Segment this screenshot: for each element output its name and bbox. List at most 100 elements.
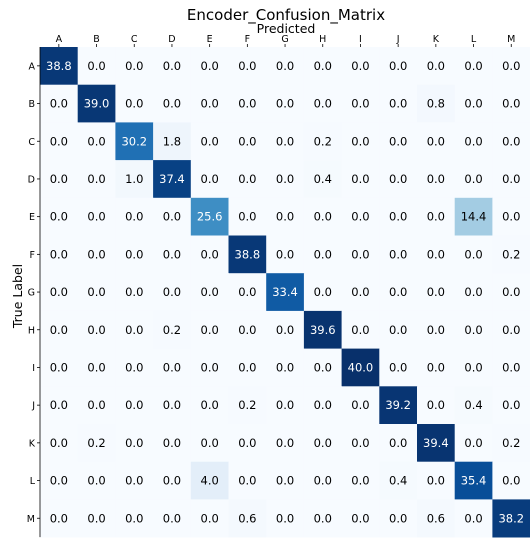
heatmap-cell-M-G xyxy=(266,499,305,538)
heatmap-cell-C-M xyxy=(492,122,530,161)
cell-value-label: 0.0 xyxy=(351,59,369,73)
heatmap-cell-L-I xyxy=(341,461,380,500)
heatmap-cell-I-I xyxy=(341,348,380,387)
cell-value-label: 0.0 xyxy=(163,436,181,450)
cell-value-label: 0.0 xyxy=(87,398,105,412)
heatmap-cell-F-F xyxy=(228,235,267,274)
heatmap-cell-A-J xyxy=(379,47,418,86)
heatmap-cell-H-B xyxy=(77,310,116,349)
cell-value-label: 0.0 xyxy=(87,210,105,224)
heatmap-cell-F-J xyxy=(379,235,418,274)
cell-value-label: 4.0 xyxy=(201,474,219,488)
cell-value-label: 0.0 xyxy=(464,323,482,337)
heatmap-cell-M-D xyxy=(153,499,192,538)
heatmap-cell-G-K xyxy=(417,273,456,312)
y-tick-label: F xyxy=(30,250,35,261)
cell-value-label: 0.0 xyxy=(314,360,332,374)
heatmap-cell-M-J xyxy=(379,499,418,538)
cell-value-label: 0.0 xyxy=(163,97,181,111)
cell-value-label: 0.0 xyxy=(125,474,143,488)
cell-value-label: 0.8 xyxy=(427,97,445,111)
x-tick-label: E xyxy=(207,34,213,45)
heatmap-cell-K-H xyxy=(303,424,342,463)
cell-value-label: 0.0 xyxy=(351,474,369,488)
cell-value-label: 0.0 xyxy=(276,511,294,525)
cell-value-label: 0.2 xyxy=(238,398,256,412)
heatmap-cell-E-H xyxy=(303,197,342,236)
cell-value-label: 0.0 xyxy=(201,134,219,148)
cell-value-label: 0.0 xyxy=(50,97,68,111)
cell-value-label: 14.4 xyxy=(461,210,487,224)
heatmap-cell-H-I xyxy=(341,310,380,349)
heatmap-cell-F-M xyxy=(492,235,530,274)
heatmap-cell-B-B xyxy=(77,84,116,123)
cell-value-label: 0.0 xyxy=(389,511,407,525)
cell-value-label: 0.0 xyxy=(238,59,256,73)
heatmap-cell-H-J xyxy=(379,310,418,349)
cell-value-label: 0.0 xyxy=(238,360,256,374)
cell-value-label: 0.0 xyxy=(464,97,482,111)
cell-value-label: 0.0 xyxy=(502,59,520,73)
cell-value-label: 0.0 xyxy=(201,59,219,73)
heatmap-cell-G-F xyxy=(228,273,267,312)
heatmap-cell-K-F xyxy=(228,424,267,463)
cell-value-label: 0.0 xyxy=(314,247,332,261)
cell-value-label: 0.0 xyxy=(87,59,105,73)
y-tick-label: J xyxy=(31,401,35,412)
cell-value-label: 0.0 xyxy=(464,436,482,450)
heatmap-cell-K-C xyxy=(115,424,154,463)
heatmap-cell-A-K xyxy=(417,47,456,86)
cell-value-label: 0.0 xyxy=(464,360,482,374)
heatmap-cell-L-M xyxy=(492,461,530,500)
heatmap-cell-E-M xyxy=(492,197,530,236)
y-tick-label: B xyxy=(28,99,35,110)
heatmap-cell-K-A xyxy=(40,424,79,463)
heatmap-cell-H-D xyxy=(153,310,192,349)
heatmap-cell-J-E xyxy=(190,386,229,425)
heatmap-cell-E-A xyxy=(40,197,79,236)
cell-value-label: 39.6 xyxy=(310,323,336,337)
heatmap-cell-C-F xyxy=(228,122,267,161)
heatmap-cell-L-J xyxy=(379,461,418,500)
cell-value-label: 0.0 xyxy=(502,323,520,337)
heatmap-cell-D-J xyxy=(379,160,418,199)
heatmap-cell-C-A xyxy=(40,122,79,161)
heatmap-cell-F-G xyxy=(266,235,305,274)
y-tick-label: C xyxy=(28,137,35,148)
heatmap-cell-F-B xyxy=(77,235,116,274)
heatmap-cell-E-K xyxy=(417,197,456,236)
cell-value-label: 0.0 xyxy=(163,59,181,73)
heatmap-cell-L-F xyxy=(228,461,267,500)
heatmap-cell-M-I xyxy=(341,499,380,538)
heatmap-cell-F-H xyxy=(303,235,342,274)
cell-value-label: 0.0 xyxy=(125,247,143,261)
cell-value-label: 0.0 xyxy=(201,172,219,186)
heatmap-cell-C-D xyxy=(153,122,192,161)
cell-value-label: 0.0 xyxy=(87,511,105,525)
cell-value-label: 0.0 xyxy=(464,511,482,525)
cell-value-label: 0.0 xyxy=(314,97,332,111)
cell-value-label: 0.2 xyxy=(502,247,520,261)
heatmap-cell-C-I xyxy=(341,122,380,161)
cell-value-label: 0.0 xyxy=(125,360,143,374)
heatmap-cell-H-A xyxy=(40,310,79,349)
cell-value-label: 0.0 xyxy=(351,134,369,148)
heatmap-cell-A-H xyxy=(303,47,342,86)
cell-value-label: 1.8 xyxy=(163,134,181,148)
heatmap-cell-E-I xyxy=(341,197,380,236)
cell-value-label: 0.0 xyxy=(50,474,68,488)
cell-value-label: 0.0 xyxy=(502,97,520,111)
heatmap-cell-J-H xyxy=(303,386,342,425)
cell-value-label: 0.0 xyxy=(314,398,332,412)
cell-value-label: 0.0 xyxy=(502,210,520,224)
cell-value-label: 0.0 xyxy=(427,172,445,186)
heatmap-cell-L-C xyxy=(115,461,154,500)
cell-value-label: 0.0 xyxy=(238,323,256,337)
heatmap-cell-J-B xyxy=(77,386,116,425)
cell-value-label: 0.0 xyxy=(389,210,407,224)
cell-value-label: 0.2 xyxy=(163,323,181,337)
x-axis-title: Predicted xyxy=(257,21,316,36)
cell-value-label: 0.0 xyxy=(427,210,445,224)
cell-value-label: 0.0 xyxy=(464,285,482,299)
